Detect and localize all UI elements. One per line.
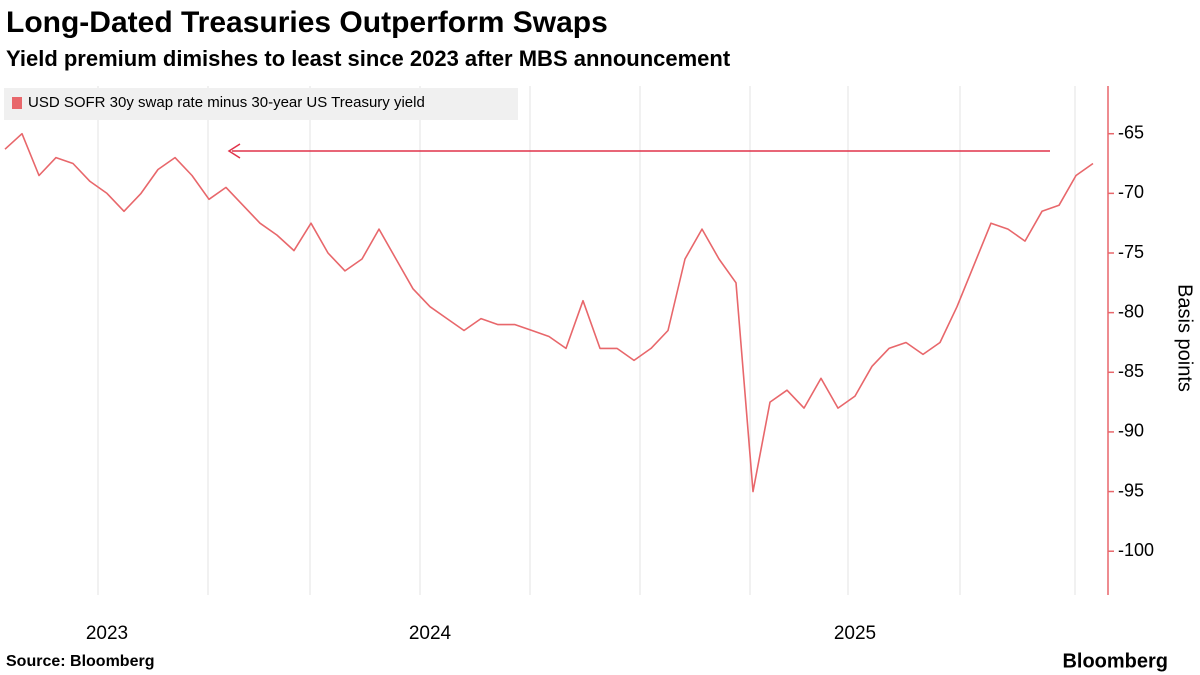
x-tick-label: 2025	[834, 623, 876, 644]
y-tick-label: -85	[1118, 361, 1144, 381]
annotation-arrowhead	[227, 143, 241, 159]
source: Source: Bloomberg	[6, 653, 154, 670]
y-tick-label: -90	[1118, 421, 1144, 441]
y-tick-label: -100	[1118, 540, 1154, 560]
brand: Bloomberg	[1062, 650, 1168, 672]
y-tick-label: -80	[1118, 301, 1144, 321]
y-tick-label: -65	[1118, 122, 1144, 142]
x-tick-label: 2023	[86, 623, 128, 644]
chart-title: Long-Dated Treasuries Outperform Swaps	[6, 6, 608, 39]
y-tick-label: -70	[1118, 182, 1144, 202]
y-tick-label: -75	[1118, 242, 1144, 262]
chart-subtitle: Yield premium dimishes to least since 20…	[6, 46, 731, 71]
series-line	[4, 132, 1094, 493]
y-tick-label: -95	[1118, 480, 1144, 500]
legend-label: USD SOFR 30y swap rate minus 30-year US …	[28, 94, 425, 111]
legend-swatch	[12, 97, 22, 109]
x-tick-label: 2024	[409, 623, 452, 644]
legend-box	[4, 88, 518, 120]
quarter-gridlines	[97, 86, 1076, 595]
y-axis-label: Basis points	[1174, 284, 1196, 392]
